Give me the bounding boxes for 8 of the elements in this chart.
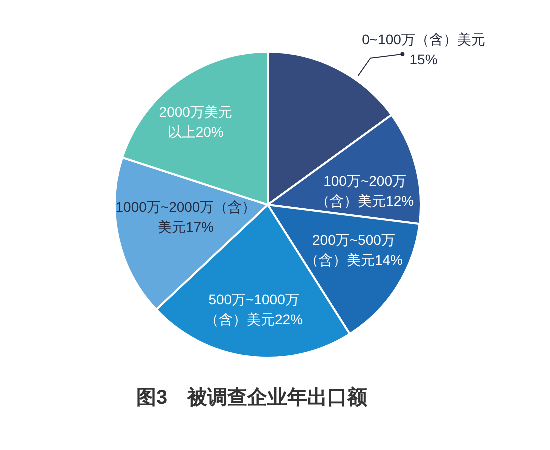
slice-label: 0~100万（含）美元 bbox=[362, 31, 486, 48]
data-label: 15% bbox=[410, 51, 438, 68]
slice-label: 2000万美元以上20% bbox=[159, 104, 232, 140]
text: 图3 被调查企业年出口额 bbox=[135, 386, 369, 410]
slice-label: 200万~500万（含）美元14% bbox=[304, 232, 403, 268]
slice-label: 1000万~2000万（含）美元17% bbox=[116, 199, 256, 236]
slice-label: 100万~200万（含）美元12% bbox=[316, 173, 414, 210]
slice-label: 500万~1000万（含）美元22% bbox=[205, 292, 304, 328]
